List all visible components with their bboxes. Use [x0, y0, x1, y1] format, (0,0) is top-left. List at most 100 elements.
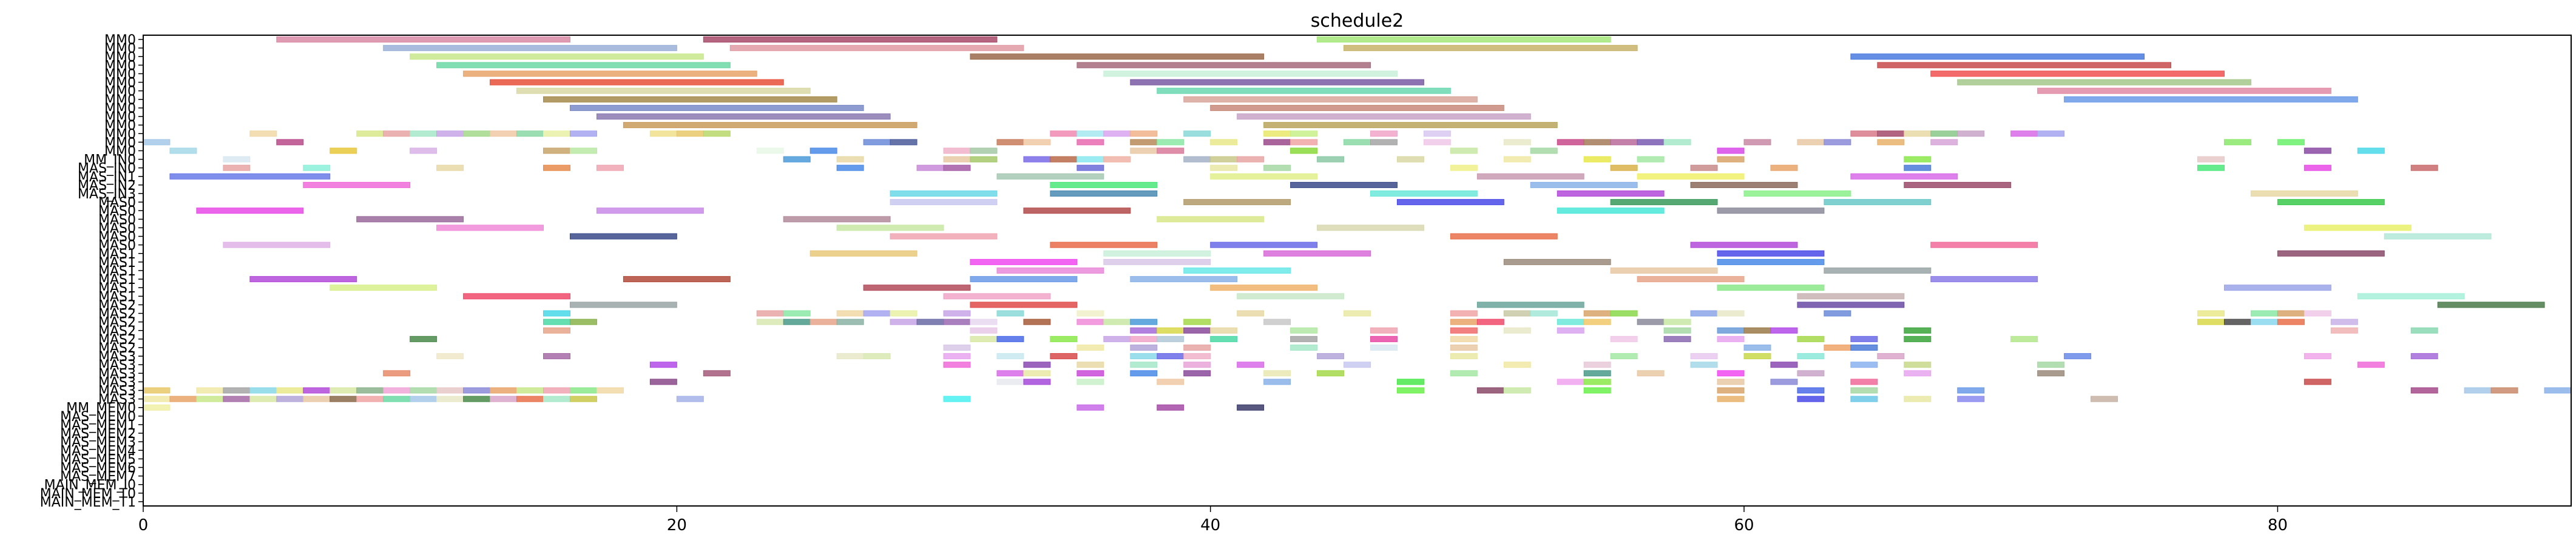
task-bar	[383, 130, 411, 137]
task-bar	[756, 147, 784, 154]
task-bar	[1023, 207, 1131, 214]
y-tick-label: MAS1	[98, 272, 136, 288]
task-bar	[1610, 199, 1718, 206]
task-bar	[1717, 285, 1825, 291]
task-bar	[1610, 267, 1718, 274]
task-bar	[1263, 379, 1291, 385]
task-bar	[223, 396, 251, 402]
task-bar	[1797, 387, 1825, 394]
task-bar	[276, 387, 304, 394]
task-bar	[970, 335, 998, 342]
task-bar	[2010, 130, 2038, 137]
task-bar	[249, 130, 277, 137]
task-bar	[1050, 335, 1078, 342]
task-bar	[1503, 310, 1531, 317]
task-bar	[276, 139, 304, 146]
task-bar	[1077, 310, 1104, 317]
task-bar	[1850, 130, 1878, 137]
task-bar	[543, 387, 570, 394]
task-bar	[890, 199, 998, 206]
task-bar	[756, 310, 784, 317]
y-tick-label: MM0	[104, 67, 136, 82]
task-bar	[783, 216, 891, 223]
task-bar	[1050, 130, 1078, 137]
task-bar	[1290, 130, 1318, 137]
task-bar	[1663, 139, 1691, 146]
task-bar	[1130, 79, 1424, 86]
task-bar	[249, 387, 277, 394]
task-bar	[2037, 130, 2065, 137]
task-bar	[303, 164, 331, 171]
task-bar	[970, 327, 998, 334]
y-tick-label: MAS1	[98, 255, 136, 271]
task-bar	[1263, 164, 1291, 171]
task-bar	[1103, 70, 1398, 77]
task-bar	[276, 396, 304, 402]
task-bar	[143, 139, 171, 146]
y-tick-label: MAS3	[98, 349, 136, 365]
task-bar	[463, 293, 570, 300]
task-bar	[1317, 156, 1345, 163]
task-bar	[970, 302, 1078, 308]
y-tick-label: MM0	[104, 144, 136, 159]
task-bar	[1370, 335, 1398, 342]
task-bar	[1583, 310, 1611, 317]
task-bar	[1904, 370, 1932, 377]
task-bar	[1797, 396, 1825, 402]
task-bar	[249, 276, 357, 283]
task-bar	[836, 353, 864, 360]
task-bar	[1157, 379, 1185, 385]
task-bar	[356, 396, 384, 402]
task-bar	[1450, 335, 1478, 342]
task-bar	[996, 379, 1024, 385]
task-bar	[1450, 233, 1558, 240]
task-bar	[1797, 353, 1825, 360]
task-bar	[1797, 370, 1825, 377]
task-bar	[2464, 387, 2492, 394]
y-tick-label: MM0	[104, 127, 136, 142]
task-bar	[1237, 113, 1531, 120]
task-bar	[1130, 344, 1158, 351]
task-bar	[1317, 36, 1611, 43]
task-bar	[890, 233, 998, 240]
task-bar	[1797, 293, 1905, 300]
task-bar	[1797, 139, 1825, 146]
task-bar	[1637, 139, 1665, 146]
task-bar	[1717, 156, 1745, 163]
task-bar	[1077, 344, 1104, 351]
y-tick-label: MAS_IN3	[78, 187, 136, 202]
task-bar	[410, 130, 438, 137]
task-bar	[1210, 335, 1238, 342]
task-bar	[543, 318, 570, 325]
task-bar	[943, 147, 971, 154]
task-bar	[890, 139, 918, 146]
task-bar	[2330, 318, 2358, 325]
task-bar	[1957, 387, 1985, 394]
task-bar	[1103, 250, 1211, 257]
task-bar	[463, 130, 491, 137]
y-tick-label: MAS2	[98, 341, 136, 356]
task-bar	[223, 241, 331, 248]
task-bar	[569, 147, 597, 154]
task-bar	[1610, 139, 1638, 146]
task-bar	[1290, 139, 1318, 146]
task-bar	[1690, 310, 1718, 317]
y-tick-label: MAS3	[98, 384, 136, 399]
task-bar	[490, 79, 784, 86]
task-bar	[383, 45, 677, 52]
task-bar	[1957, 396, 1985, 402]
task-bar	[1157, 139, 1185, 146]
row-labels: MM0MM0MM0MM0MM0MM0MM0MM0MM0MM0MM0MM0MM0M…	[40, 33, 143, 510]
y-tick-label: MAS_MEM0	[60, 410, 136, 425]
task-bar	[1717, 310, 1745, 317]
task-bar	[303, 396, 331, 402]
task-bar	[1904, 130, 1932, 137]
task-bar	[970, 53, 1265, 60]
task-bar	[1797, 302, 1905, 308]
task-bar	[410, 147, 438, 154]
task-bar	[569, 130, 597, 137]
task-bar	[1717, 250, 1825, 257]
task-bar	[1957, 130, 1985, 137]
task-bar	[1183, 362, 1211, 368]
y-tick-label: MAS3	[98, 366, 136, 382]
